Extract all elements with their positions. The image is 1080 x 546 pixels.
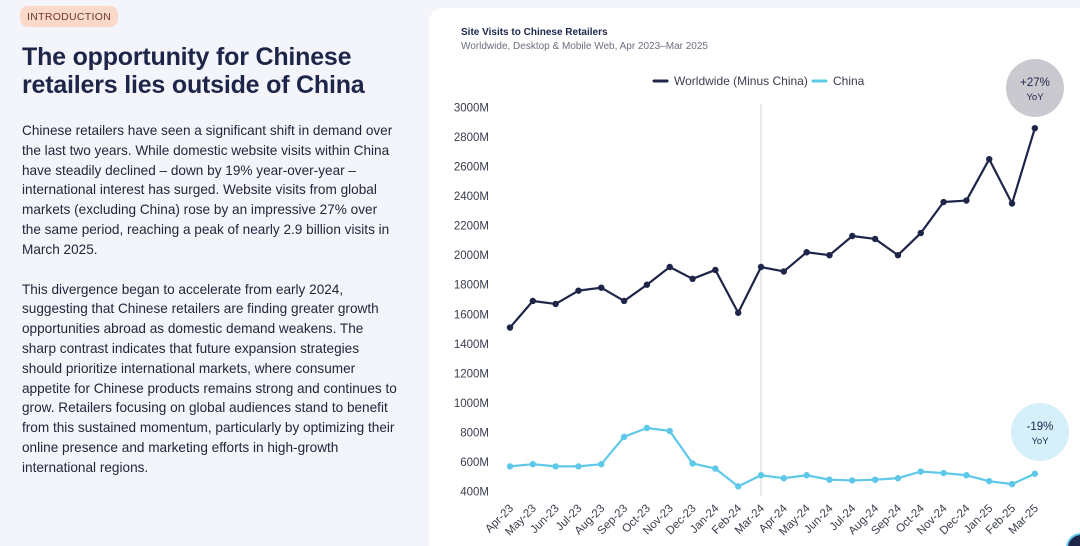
series-line-worldwide [509,127,1036,329]
intro-badge: INTRODUCTION [20,6,119,27]
yoy-badge-bg-1 [1011,403,1069,461]
y-tick-label: 800M [460,427,489,439]
data-point-worldwide[interactable] [1008,200,1016,207]
data-point-china[interactable] [735,483,742,490]
data-point-china[interactable] [963,472,970,479]
x-axis: Apr-23May-23Jun-23Jul-23Aug-23Sep-23Oct-… [483,502,1041,538]
data-point-worldwide[interactable] [986,155,993,163]
data-point-china[interactable] [643,424,651,432]
y-tick-label: 600M [460,457,489,469]
y-tick-label: 2400M [454,191,489,203]
data-point-worldwide[interactable] [643,281,651,288]
data-point-china[interactable] [894,475,902,482]
page-title: The opportunity for Chinese retailers li… [22,43,397,99]
data-point-worldwide[interactable] [620,297,628,305]
data-point-worldwide[interactable] [712,266,719,274]
data-point-worldwide[interactable] [575,287,582,294]
data-point-worldwide[interactable] [1031,124,1039,132]
legend-label-china: China [833,74,865,88]
y-tick-label: 1200M [454,368,489,380]
data-point-china[interactable] [529,460,537,468]
data-point-china[interactable] [986,477,993,485]
data-point-china[interactable] [552,463,559,470]
y-tick-label: 2000M [454,250,489,262]
data-point-worldwide[interactable] [757,263,765,271]
data-point-china[interactable] [757,472,765,479]
yoy-badge-bg-0 [1006,59,1064,117]
data-point-china[interactable] [712,465,719,472]
series-line-china [509,426,1036,488]
data-point-worldwide[interactable] [871,235,879,243]
headline-line-1: The opportunity for Chinese [22,43,352,71]
data-point-worldwide[interactable] [689,275,696,283]
chart-card: Site Visits to Chinese Retailers Worldwi… [429,8,1080,546]
data-point-china[interactable] [666,427,673,435]
series-layer [506,124,1039,490]
y-tick-label: 1600M [454,309,489,321]
data-point-china[interactable] [871,476,879,483]
data-point-worldwide[interactable] [917,229,924,237]
data-point-china[interactable] [780,475,788,482]
y-tick-label: 2200M [454,221,489,233]
data-point-china[interactable] [1008,480,1016,488]
y-tick-label: 1000M [454,398,489,410]
data-point-china[interactable] [689,460,696,467]
yoy-badge-value: +27% [1020,77,1050,89]
yoy-badge-value: -19% [1027,421,1054,433]
data-point-china[interactable] [803,472,810,479]
data-point-worldwide[interactable] [849,232,856,240]
headline-line-2: retailers lies outside of China [22,71,365,99]
data-point-worldwide[interactable] [529,297,537,305]
data-point-worldwide[interactable] [940,198,947,206]
y-tick-label: 1400M [454,339,489,351]
y-tick-label: 2600M [454,162,489,174]
yoy-badges: +27% YoY -19% YoY [1006,59,1069,461]
data-point-worldwide[interactable] [780,268,788,275]
data-point-china[interactable] [849,477,856,484]
y-tick-label: 3000M [454,103,489,115]
intro-paragraph-1: Chinese retailers have seen a significan… [22,123,393,257]
line-chart: Site Visits to Chinese Retailers Worldwi… [454,27,1069,538]
intro-paragraph-2: This divergence began to accelerate from… [22,281,397,475]
data-point-china[interactable] [575,463,582,470]
yoy-badge-label: YoY [1031,436,1049,447]
data-point-china[interactable] [598,460,605,468]
yoy-badge-label: YoY [1026,92,1044,103]
data-point-worldwide[interactable] [735,309,742,316]
data-point-worldwide[interactable] [598,284,605,291]
data-point-worldwide[interactable] [506,324,514,331]
y-tick-label: 400M [460,487,489,499]
intro-panel: INTRODUCTION The opportunity for Chinese… [20,6,397,478]
data-point-china[interactable] [826,476,833,483]
y-tick-label: 2800M [454,132,489,144]
data-point-worldwide[interactable] [803,249,810,256]
y-axis: 3000M 2800M 2600M 2400M 2200M 2000M 1800M 1600M… [454,103,489,499]
data-point-china[interactable] [917,468,924,475]
data-point-worldwide[interactable] [963,197,970,204]
legend-label-worldwide: Worldwide (Minus China) [674,74,808,88]
data-point-china[interactable] [1031,470,1039,477]
y-tick-label: 1800M [454,280,489,292]
data-point-china[interactable] [940,469,947,477]
chart-title: Site Visits to Chinese Retailers [461,27,608,38]
data-point-worldwide[interactable] [826,251,833,259]
data-point-worldwide[interactable] [894,251,902,259]
legend: Worldwide (Minus China) China [652,74,865,88]
data-point-china[interactable] [620,433,628,441]
data-point-worldwide[interactable] [666,263,673,271]
chart-subtitle: Worldwide, Desktop & Mobile Web, Apr 202… [461,41,708,52]
data-point-china[interactable] [506,463,514,470]
data-point-worldwide[interactable] [552,300,559,308]
